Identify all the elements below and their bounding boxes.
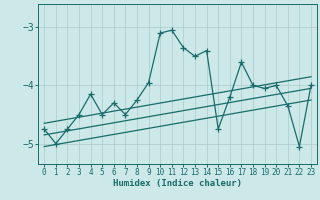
X-axis label: Humidex (Indice chaleur): Humidex (Indice chaleur) [113,179,242,188]
